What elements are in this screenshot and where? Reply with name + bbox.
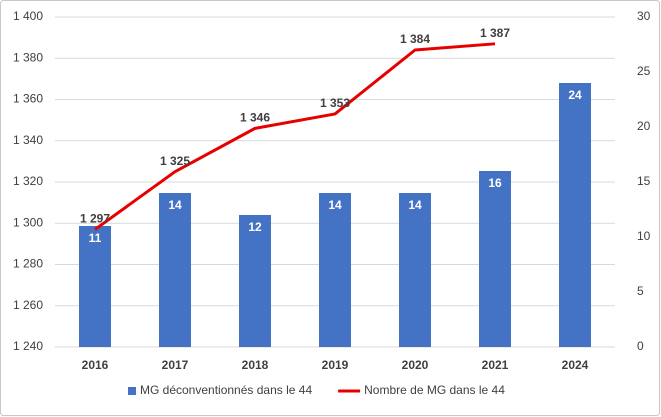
bar-value-label: 11 (89, 231, 102, 245)
x-tick-label: 2018 (242, 358, 269, 372)
line-value-label: 1 384 (400, 32, 430, 46)
y-tick-label: 1 320 (13, 174, 43, 188)
bar (319, 193, 351, 347)
y-tick-label: 1 300 (13, 215, 43, 229)
legend-label: MG déconventionnés dans le 44 (140, 383, 312, 397)
bar-value-label: 16 (488, 176, 502, 190)
y-tick-label: 1 240 (13, 339, 43, 353)
y-tick-label: 1 260 (13, 298, 43, 312)
x-tick-label: 2017 (162, 358, 189, 372)
y2-tick-label: 30 (637, 9, 651, 23)
y-tick-label: 1 360 (13, 92, 43, 106)
legend-label: Nombre de MG dans le 44 (364, 383, 505, 397)
bar (559, 83, 591, 347)
line-value-label: 1 325 (160, 154, 190, 168)
y-tick-label: 1 380 (13, 50, 43, 64)
bar (399, 193, 431, 347)
line-value-label: 1 353 (320, 96, 350, 110)
y2-tick-label: 20 (637, 119, 651, 133)
bar (479, 171, 511, 347)
bar-value-label: 14 (408, 198, 422, 212)
line-value-label: 1 346 (240, 111, 270, 125)
line (94, 42, 496, 231)
legend-swatch (128, 387, 136, 395)
bar-value-label: 24 (568, 88, 582, 102)
line-value-label: 1 297 (80, 212, 110, 226)
y2-tick-label: 25 (637, 64, 651, 78)
x-tick-label: 2020 (402, 358, 429, 372)
x-tick-label: 2019 (322, 358, 349, 372)
y2-tick-label: 15 (637, 174, 651, 188)
line-value-label: 1 387 (480, 26, 510, 40)
bar-value-label: 14 (328, 198, 342, 212)
bar-value-label: 14 (168, 198, 182, 212)
y-tick-label: 1 340 (13, 133, 43, 147)
bar-value-label: 12 (248, 220, 262, 234)
x-tick-label: 2021 (482, 358, 509, 372)
bar (79, 226, 111, 347)
y-tick-label: 1 280 (13, 257, 43, 271)
x-tick-label: 2016 (82, 358, 109, 372)
y2-tick-label: 5 (637, 284, 644, 298)
x-tick-label: 2024 (562, 358, 589, 372)
bar (239, 215, 271, 347)
bar (159, 193, 191, 347)
y-tick-label: 1 400 (13, 9, 43, 23)
y2-tick-label: 10 (637, 229, 651, 243)
y2-tick-label: 0 (637, 339, 644, 353)
